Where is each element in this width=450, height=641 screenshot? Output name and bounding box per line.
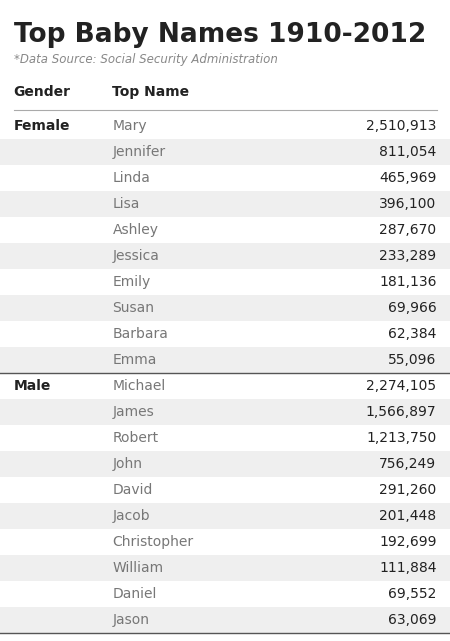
Text: Top Baby Names 1910-2012: Top Baby Names 1910-2012 [14,22,426,49]
Text: Top Name: Top Name [112,85,189,99]
Text: Jennifer: Jennifer [112,145,166,159]
Text: 396,100: 396,100 [379,197,436,211]
Text: Daniel: Daniel [112,587,157,601]
Text: Female: Female [14,119,70,133]
Text: 201,448: 201,448 [379,509,436,523]
Text: 111,884: 111,884 [379,562,436,575]
Text: 2,274,105: 2,274,105 [366,379,436,393]
Text: 1,213,750: 1,213,750 [366,431,436,445]
Bar [0,503,450,529]
Text: 181,136: 181,136 [379,275,436,289]
Text: Barbara: Barbara [112,327,168,341]
Bar [0,399,450,425]
Text: Emma: Emma [112,353,157,367]
Text: Gender: Gender [14,85,71,99]
Text: Jason: Jason [112,613,149,628]
Text: 62,384: 62,384 [388,327,436,341]
Bar [0,347,450,373]
Text: 287,670: 287,670 [379,223,436,237]
Text: Jessica: Jessica [112,249,159,263]
Text: 192,699: 192,699 [379,535,436,549]
Text: 55,096: 55,096 [388,353,436,367]
Text: 1,566,897: 1,566,897 [366,405,436,419]
Text: 69,966: 69,966 [388,301,436,315]
Text: 2,510,913: 2,510,913 [366,119,436,133]
Text: Lisa: Lisa [112,197,140,211]
Text: 756,249: 756,249 [379,457,436,471]
Text: James: James [112,405,154,419]
Text: David: David [112,483,153,497]
Bar [0,295,450,321]
Text: John: John [112,457,143,471]
Text: 233,289: 233,289 [379,249,436,263]
Text: Mary: Mary [112,119,147,133]
Text: 811,054: 811,054 [379,145,436,159]
Bar [0,139,450,165]
Bar [0,607,450,633]
Bar [0,555,450,581]
Text: William: William [112,562,164,575]
Text: Christopher: Christopher [112,535,194,549]
Text: Robert: Robert [112,431,158,445]
Text: 291,260: 291,260 [379,483,436,497]
Text: 69,552: 69,552 [388,587,436,601]
Text: 465,969: 465,969 [379,171,436,185]
Bar [0,243,450,269]
Text: Jacob: Jacob [112,509,150,523]
Text: Michael: Michael [112,379,166,393]
Bar [0,191,450,217]
Bar [0,451,450,477]
Text: Susan: Susan [112,301,154,315]
Text: Linda: Linda [112,171,150,185]
Text: 63,069: 63,069 [388,613,436,628]
Text: Emily: Emily [112,275,151,289]
Text: Ashley: Ashley [112,223,158,237]
Text: *Data Source: Social Security Administration: *Data Source: Social Security Administra… [14,53,277,65]
Text: Male: Male [14,379,51,393]
